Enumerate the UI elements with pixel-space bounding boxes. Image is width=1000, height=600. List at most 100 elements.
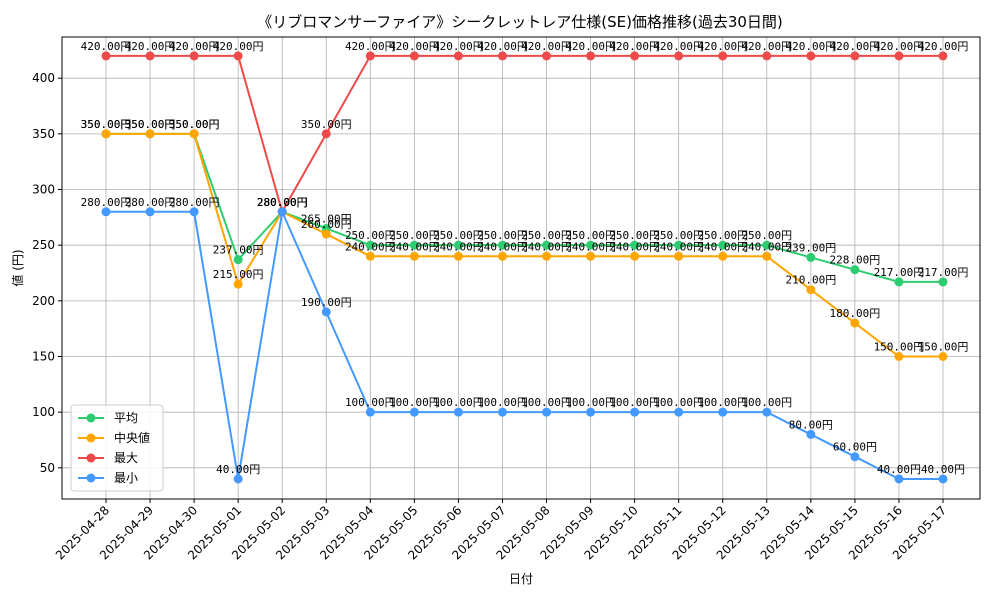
data-label: 350.00円 xyxy=(169,118,220,131)
data-point xyxy=(762,251,772,261)
data-point xyxy=(233,51,243,61)
data-label: 280.00円 xyxy=(257,196,308,209)
data-label: 250.00円 xyxy=(653,229,704,242)
legend-label: 平均 xyxy=(114,411,138,425)
legend-marker xyxy=(86,453,96,463)
y-tick-label: 300 xyxy=(32,183,55,197)
data-point xyxy=(674,407,684,417)
data-point xyxy=(189,51,199,61)
data-label: 100.00円 xyxy=(653,396,704,409)
data-label: 280.00円 xyxy=(81,196,132,209)
data-label: 250.00円 xyxy=(389,229,440,242)
data-point xyxy=(189,207,199,217)
data-point xyxy=(145,51,155,61)
series-line xyxy=(106,208,943,480)
data-point xyxy=(674,51,684,61)
data-point xyxy=(718,407,728,417)
legend-marker xyxy=(86,473,96,483)
data-label: 217.00円 xyxy=(874,266,925,279)
chart-title: 《リブロマンサーファイア》シークレットレア仕様(SE)価格推移(過去30日間) xyxy=(257,13,783,31)
data-label: 100.00円 xyxy=(697,396,748,409)
data-label: 228.00円 xyxy=(830,254,881,267)
series-layer xyxy=(101,51,948,484)
data-label: 420.00円 xyxy=(213,40,264,53)
data-label: 237.00円 xyxy=(213,244,264,257)
data-point xyxy=(806,51,816,61)
data-point xyxy=(497,240,507,250)
data-label: 100.00円 xyxy=(389,396,440,409)
data-label: 420.00円 xyxy=(125,40,176,53)
data-label: 100.00円 xyxy=(345,396,396,409)
data-label: 239.00円 xyxy=(785,241,836,254)
data-point xyxy=(542,240,552,250)
data-label: 420.00円 xyxy=(653,40,704,53)
data-point xyxy=(365,251,375,261)
data-point xyxy=(806,285,816,295)
data-label: 240.00円 xyxy=(345,240,396,253)
data-point xyxy=(365,240,375,250)
data-point xyxy=(453,51,463,61)
data-label: 210.00円 xyxy=(785,274,836,287)
data-label: 420.00円 xyxy=(389,40,440,53)
data-point xyxy=(630,240,640,250)
data-label: 150.00円 xyxy=(918,341,969,354)
data-point xyxy=(101,129,111,139)
data-label: 250.00円 xyxy=(609,229,660,242)
data-point xyxy=(938,352,948,362)
series-line xyxy=(106,132,943,283)
series-line xyxy=(106,132,943,358)
data-label: 250.00円 xyxy=(433,229,484,242)
legend-marker xyxy=(86,413,96,423)
data-point xyxy=(674,240,684,250)
data-point xyxy=(718,240,728,250)
data-point xyxy=(189,129,199,139)
data-point xyxy=(586,407,596,417)
data-label: 240.00円 xyxy=(653,240,704,253)
data-point xyxy=(894,277,904,287)
data-point xyxy=(586,240,596,250)
data-label: 280.00円 xyxy=(257,196,308,209)
data-labels: 350.00円350.00円350.00円237.00円280.00円265.0… xyxy=(81,40,969,476)
y-tick-label: 200 xyxy=(32,294,55,308)
data-point xyxy=(718,51,728,61)
data-point xyxy=(894,51,904,61)
data-label: 100.00円 xyxy=(477,396,528,409)
data-label: 240.00円 xyxy=(433,240,484,253)
data-label: 250.00円 xyxy=(565,229,616,242)
data-label: 240.00円 xyxy=(697,240,748,253)
data-point xyxy=(497,251,507,261)
data-point xyxy=(233,474,243,484)
data-label: 420.00円 xyxy=(918,40,969,53)
data-label: 420.00円 xyxy=(741,40,792,53)
data-label: 280.00円 xyxy=(125,196,176,209)
data-point xyxy=(894,352,904,362)
data-point xyxy=(145,207,155,217)
data-point xyxy=(497,51,507,61)
y-axis-label: 値 (円) xyxy=(10,249,25,286)
data-label: 420.00円 xyxy=(169,40,220,53)
data-label: 240.00円 xyxy=(389,240,440,253)
data-point xyxy=(145,129,155,139)
data-label: 100.00円 xyxy=(565,396,616,409)
legend-box xyxy=(70,404,164,492)
data-label: 420.00円 xyxy=(565,40,616,53)
plot-frame xyxy=(61,36,981,500)
data-point xyxy=(762,407,772,417)
data-label: 80.00円 xyxy=(789,418,833,431)
data-point xyxy=(277,207,287,217)
y-tick-label: 350 xyxy=(32,127,55,141)
data-label: 250.00円 xyxy=(741,229,792,242)
y-tick-label: 50 xyxy=(40,461,55,475)
data-label: 217.00円 xyxy=(918,266,969,279)
data-point xyxy=(101,51,111,61)
data-point xyxy=(409,240,419,250)
data-point xyxy=(409,251,419,261)
data-point xyxy=(321,307,331,317)
data-point xyxy=(850,51,860,61)
series-line xyxy=(106,54,943,215)
data-label: 420.00円 xyxy=(345,40,396,53)
data-point xyxy=(894,474,904,484)
legend-label: 最小 xyxy=(114,471,138,485)
y-axis-ticks: 50 100 150 200 250 300 350 400 xyxy=(32,71,62,475)
